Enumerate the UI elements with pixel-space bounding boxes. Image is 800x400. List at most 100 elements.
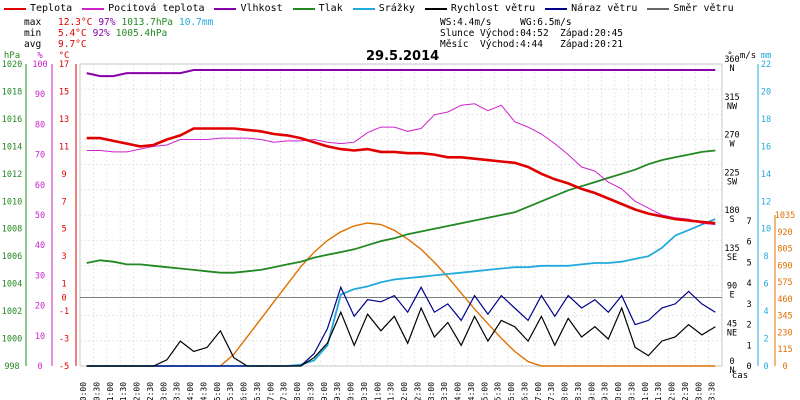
tick-mm: 14 [761, 170, 771, 180]
legend-item: Směr větru [647, 3, 734, 14]
x-tick-label: 21:30 [654, 382, 663, 400]
tick-hpa: 998 [4, 362, 19, 372]
tick-wm2: 575 [777, 278, 792, 288]
x-tick-label: 16:30 [520, 382, 529, 400]
tick-degc: 13 [59, 115, 69, 125]
tick-dir-deg: 360 [724, 55, 739, 65]
axis-label-dir: ° [727, 51, 732, 61]
tick-wm2: 690 [777, 261, 792, 271]
legend-item: Srážky [352, 3, 415, 14]
tick-dir-name: SW [727, 177, 738, 187]
tick-mm: 8 [763, 252, 768, 262]
x-tick-label: 02:30 [146, 382, 155, 400]
tick-mm: 20 [761, 87, 771, 97]
axis-label-degc: °C [59, 51, 70, 61]
axis-label-pct: % [37, 51, 43, 61]
x-tick-label: 20:30 [627, 382, 636, 400]
tick-degc: 5 [61, 225, 66, 235]
tick-dir-deg: 315 [724, 93, 739, 103]
tick-degc: -3 [59, 335, 69, 345]
tick-ms: 3 [746, 300, 751, 310]
tick-dir-name: S [729, 215, 734, 225]
x-tick-label: 22:00 [668, 382, 677, 400]
x-tick-label: 18:30 [574, 382, 583, 400]
legend-label: Teplota [30, 3, 73, 14]
x-tick-label: 14:30 [467, 382, 476, 400]
x-tick-labels: 00:00 00:30 01:00 01:30 02:00 02:30 03:00 03:30… [79, 382, 717, 400]
legend-swatch [292, 7, 315, 10]
wind-speed-text: WS:4.4m/s [440, 17, 492, 28]
tick-ms: 7 [746, 217, 751, 227]
tick-degc: 3 [61, 252, 66, 262]
moon-times: Měsíc Východ:4:44 Západ:20:21 [440, 39, 624, 50]
x-tick-label: 06:30 [253, 382, 262, 400]
tick-pct: 10 [35, 332, 45, 342]
legend-swatch [214, 7, 237, 10]
tick-mm: 16 [761, 142, 771, 152]
tick-wm2: 1035 [775, 211, 795, 221]
tick-hpa: 1010 [2, 197, 22, 207]
x-tick-label: 19:30 [601, 382, 610, 400]
x-tick-label: 01:00 [106, 382, 115, 400]
tick-dir-name: SE [727, 253, 737, 263]
tick-pct: 70 [35, 151, 45, 161]
legend-item: Vlhkost [214, 3, 283, 14]
x-tick-label: 10:00 [347, 382, 356, 400]
tick-pct: 40 [35, 241, 45, 251]
tick-wm2: 920 [777, 228, 792, 238]
tick-ms: 0 [746, 362, 751, 372]
tick-hpa: 1008 [2, 225, 22, 235]
x-tick-label: 21:00 [641, 382, 650, 400]
tick-pct: 30 [35, 271, 45, 281]
tick-hpa: 1016 [2, 115, 22, 125]
tick-degc: -5 [59, 362, 69, 372]
legend-swatch [4, 7, 26, 10]
x-tick-label: 03:30 [173, 382, 182, 400]
tick-pct: 90 [35, 90, 45, 100]
series-humidity [86, 69, 716, 78]
legend-label: Směr větru [673, 3, 734, 14]
legend-swatch [647, 7, 670, 10]
tick-dir-deg: 0 [729, 357, 734, 367]
series-pressure [86, 149, 716, 274]
x-tick-label: 05:30 [226, 382, 235, 400]
axis-label-mm: mm [761, 51, 772, 61]
x-tick-label: 13:00 [427, 382, 436, 400]
tick-dir-deg: 135 [724, 244, 739, 254]
legend-label: Srážky [378, 3, 415, 14]
tick-hpa: 1006 [2, 252, 22, 262]
tick-ms: 4 [746, 279, 751, 289]
tick-wm2: 230 [777, 328, 792, 338]
tick-degc: 15 [59, 87, 69, 97]
tick-dir-deg: 180 [724, 206, 739, 216]
x-tick-label: 04:30 [199, 382, 208, 400]
legend-item: Náraz větru [545, 3, 637, 14]
x-tick-label: 14:00 [454, 382, 463, 400]
legend-swatch [424, 7, 447, 10]
tick-degc: 9 [61, 170, 66, 180]
chart-legend: Teplota Pocitová teplota Vlhkost Tlak Srážky… [4, 3, 734, 14]
tick-dir-name: E [729, 291, 734, 301]
x-tick-label: 16:00 [507, 382, 516, 400]
sun-times: Slunce Východ:04:52 Západ:20:45 [440, 28, 624, 39]
tick-wm2: 345 [777, 312, 792, 322]
tick-pct: 100 [32, 60, 47, 70]
tick-mm: 10 [761, 225, 771, 235]
tick-mm: 4 [763, 307, 768, 317]
tick-hpa: 1018 [2, 87, 22, 97]
tick-wm2: 115 [777, 345, 792, 355]
tick-ms: 2 [746, 321, 751, 331]
x-tick-label: 18:00 [561, 382, 570, 400]
tick-dir-deg: 90 [727, 282, 737, 292]
wind-gust-text: WG:6.5m/s [520, 17, 572, 28]
tick-hpa: 1012 [2, 170, 22, 180]
tick-degc: 7 [61, 197, 66, 207]
x-tick-label: 00:00 [79, 382, 88, 400]
x-tick-label: 00:30 [92, 382, 101, 400]
chart-series [86, 69, 716, 367]
tick-dir-name: W [729, 140, 735, 150]
x-tick-label: 05:00 [213, 382, 222, 400]
legend-item: Teplota [4, 3, 72, 14]
legend-item: Tlak [292, 3, 343, 14]
